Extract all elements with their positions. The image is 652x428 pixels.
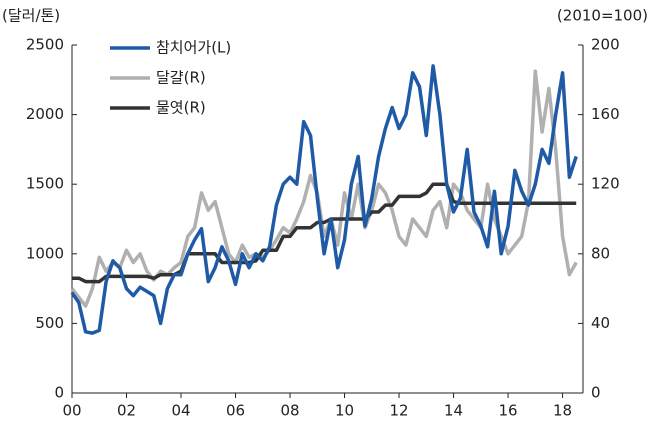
x-tick-label: 00 <box>62 402 81 420</box>
y2-tick-label: 120 <box>591 175 620 193</box>
x-tick-label: 14 <box>444 402 463 420</box>
series-line <box>70 64 578 335</box>
x-tick-label: 06 <box>226 402 245 420</box>
x-tick-label: 02 <box>117 402 136 420</box>
legend-label: 물엿(R) <box>156 99 206 117</box>
x-tick-label: 16 <box>499 402 518 420</box>
y-tick-label: 1500 <box>26 175 64 193</box>
y2-tick-label: 40 <box>591 314 610 332</box>
y-tick-label: 0 <box>54 384 64 402</box>
y-tick-label: 2500 <box>26 36 64 54</box>
x-tick-label: 10 <box>335 402 354 420</box>
y2-axis-label: (2010=100) <box>557 7 648 25</box>
x-tick-label: 04 <box>171 402 190 420</box>
x-tick-label: 12 <box>389 402 408 420</box>
y2-tick-label: 200 <box>591 36 620 54</box>
x-tick-label: 18 <box>553 402 572 420</box>
y-tick-label: 1000 <box>26 244 64 262</box>
y2-tick-label: 0 <box>591 384 601 402</box>
legend-label: 참치어가(L) <box>156 39 231 57</box>
y-tick-label: 500 <box>35 314 64 332</box>
x-tick-label: 08 <box>280 402 299 420</box>
legend-label: 달걀(R) <box>156 69 206 87</box>
y-tick-label: 2000 <box>26 105 64 123</box>
y2-tick-label: 80 <box>591 244 610 262</box>
y2-tick-label: 160 <box>591 105 620 123</box>
y-axis-label: (달러/톤) <box>2 7 60 25</box>
